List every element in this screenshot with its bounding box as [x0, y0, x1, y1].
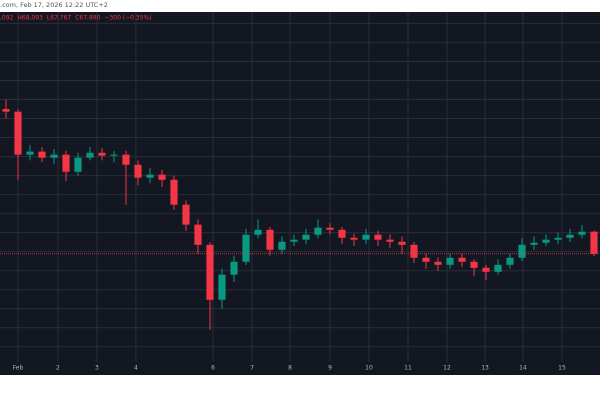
ohlc-value: H68,093 — [17, 15, 43, 22]
x-tick-label: 6 — [211, 365, 215, 372]
candle-body — [506, 257, 514, 265]
candle-body — [362, 234, 370, 240]
candle-body — [578, 231, 586, 235]
candle-body — [110, 154, 118, 156]
x-tick-label: Feb — [13, 365, 24, 372]
candle-body — [14, 111, 22, 155]
candle-body — [218, 274, 226, 300]
candle-body — [374, 234, 382, 240]
candle-body — [494, 264, 502, 272]
x-tick-label: 12 — [443, 365, 451, 372]
candle-body — [266, 229, 274, 250]
chart-background — [0, 12, 600, 375]
candle-body — [50, 154, 58, 158]
candle-body — [278, 241, 286, 250]
x-tick-label: 11 — [404, 365, 412, 372]
x-tick-label: 14 — [519, 365, 527, 372]
candle-body — [482, 267, 490, 272]
candle-body — [566, 234, 574, 238]
x-tick-label: 15 — [558, 365, 566, 372]
candle-body — [302, 234, 310, 240]
x-tick-label: 9 — [328, 365, 332, 372]
candle-body — [398, 241, 406, 245]
candle-body — [458, 257, 466, 262]
candle-body — [182, 204, 190, 225]
candle-body — [62, 154, 70, 172]
ohlc-value: −300 (−0.35%) — [104, 15, 151, 22]
candle-body — [254, 229, 262, 235]
candle-body — [158, 174, 166, 180]
x-tick-label: 13 — [481, 365, 489, 372]
ohlc-value: C67,890 — [75, 15, 100, 22]
candle-body — [86, 152, 94, 158]
candle-body — [314, 227, 322, 235]
candle-body — [542, 239, 550, 243]
candle-body — [194, 224, 202, 245]
candle-body — [134, 164, 142, 178]
x-tick-label: 3 — [95, 365, 99, 372]
candle-body — [26, 151, 34, 155]
candle-body — [338, 229, 346, 238]
x-tick-label: 8 — [288, 365, 292, 372]
candle-body — [2, 109, 10, 112]
source-line: .com, Feb 17, 2026 12:22 UTC+2 — [0, 1, 108, 9]
candle-body — [290, 239, 298, 242]
candle-body — [350, 237, 358, 240]
candle-body — [554, 237, 562, 240]
ohlc-value: L67,767 — [47, 15, 72, 22]
candle-body — [434, 261, 442, 265]
candle-body — [326, 227, 334, 230]
candle-body — [422, 257, 430, 262]
ohlc-value: ,092 — [0, 15, 14, 22]
candle-body — [122, 154, 130, 165]
candle-body — [74, 157, 82, 172]
x-tick-label: 2 — [56, 365, 60, 372]
candle-body — [242, 234, 250, 262]
x-tick-label: 10 — [365, 365, 373, 372]
candle-body — [410, 244, 418, 258]
candle-body — [530, 242, 538, 245]
candle-body — [386, 239, 394, 242]
candle-body — [446, 257, 454, 265]
candle-body — [518, 244, 526, 258]
candle-body — [38, 151, 46, 158]
candle-body — [230, 261, 238, 275]
candle-body — [206, 244, 214, 300]
candle-body — [470, 261, 478, 268]
candle-body — [146, 174, 154, 178]
x-tick-label: 7 — [250, 365, 254, 372]
candle-body — [98, 152, 106, 156]
candle-body — [170, 179, 178, 205]
x-tick-label: 4 — [134, 365, 138, 372]
candle-body — [590, 231, 598, 254]
